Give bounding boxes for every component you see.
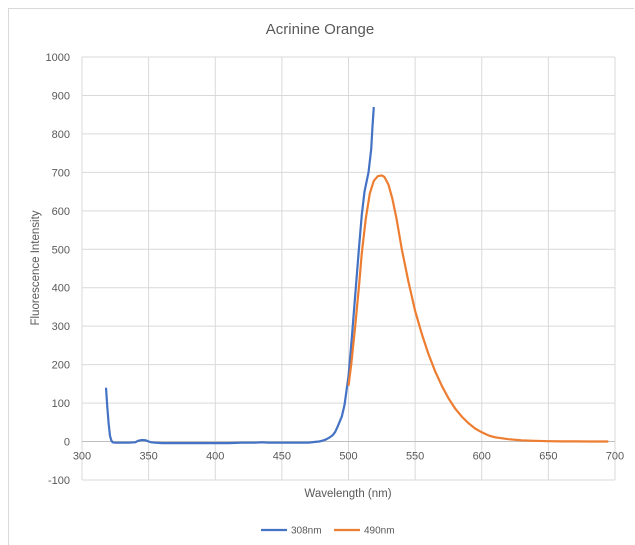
x-tick-label: 700 bbox=[606, 451, 624, 463]
y-axis-title: Fluorescence Intensity bbox=[30, 210, 42, 325]
x-tick-label: 400 bbox=[206, 451, 224, 463]
series-line-490nm bbox=[347, 174, 609, 443]
y-tick-label: 1000 bbox=[46, 52, 70, 64]
series-lines bbox=[104, 106, 609, 445]
y-tick-label: 500 bbox=[52, 244, 70, 256]
axes: 300 350 400 450 500 550 600 650 700 -100 0 100 200 30… bbox=[46, 52, 625, 487]
chart-title: Acrinine Orange bbox=[266, 21, 374, 38]
y-tick-label: -100 bbox=[48, 475, 70, 487]
x-tick-label: 300 bbox=[73, 451, 91, 463]
legend-label: 490nm bbox=[364, 526, 395, 537]
x-tick-label: 450 bbox=[273, 451, 291, 463]
legend-label: 308nm bbox=[291, 526, 322, 537]
series-line-308nm bbox=[104, 106, 375, 445]
y-tick-label: 400 bbox=[52, 283, 70, 295]
gridlines bbox=[81, 56, 616, 481]
y-tick-label: 600 bbox=[52, 206, 70, 218]
x-tick-label: 500 bbox=[339, 451, 357, 463]
y-tick-label: 100 bbox=[52, 398, 70, 410]
x-tick-label: 600 bbox=[473, 451, 491, 463]
x-tick-label: 550 bbox=[406, 451, 424, 463]
y-tick-label: 0 bbox=[64, 437, 70, 449]
x-tick-label: 650 bbox=[539, 451, 557, 463]
x-tick-label: 350 bbox=[139, 451, 157, 463]
y-tick-label: 300 bbox=[52, 321, 70, 333]
y-tick-label: 200 bbox=[52, 360, 70, 372]
y-tick-label: 900 bbox=[52, 90, 70, 102]
legend: 308nm 490nm bbox=[261, 526, 395, 537]
y-tick-label: 800 bbox=[52, 129, 70, 141]
chart-border bbox=[8, 8, 634, 545]
x-axis-title: Wavelength (nm) bbox=[304, 488, 391, 500]
y-tick-label: 700 bbox=[52, 167, 70, 179]
